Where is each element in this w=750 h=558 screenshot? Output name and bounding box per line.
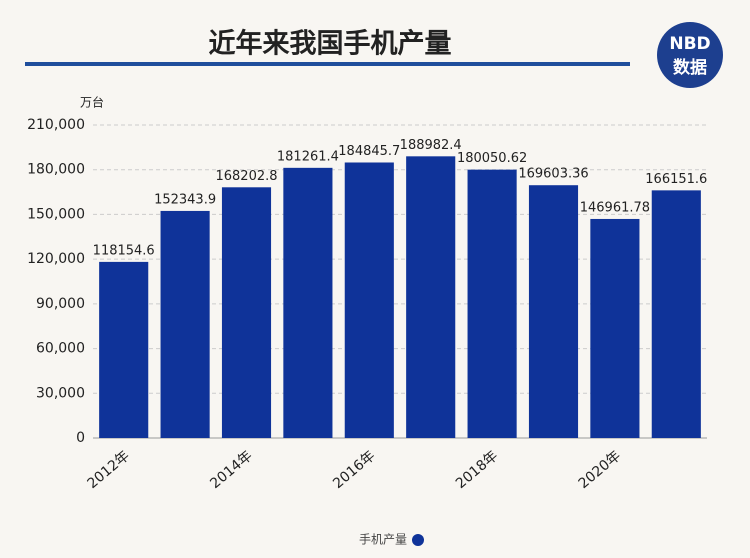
bar	[528, 185, 579, 438]
data-label: 118154.6	[93, 243, 155, 258]
y-tick-label: 0	[76, 430, 85, 446]
data-label: 146961.78	[580, 200, 650, 215]
bar	[160, 210, 210, 438]
bar	[590, 218, 640, 438]
data-label: 169603.36	[518, 167, 588, 182]
data-label: 184845.7	[338, 144, 400, 159]
bar	[99, 261, 149, 438]
y-tick-label: 180,000	[27, 162, 85, 178]
logo-top: NBD	[669, 34, 710, 54]
data-label: 152343.9	[154, 192, 216, 207]
logo-bottom: 数据	[673, 57, 707, 78]
data-label: 188982.4	[400, 138, 462, 153]
data-label: 166151.6	[645, 172, 707, 187]
bar	[283, 167, 333, 438]
bar	[651, 190, 701, 438]
logo-circle	[657, 22, 723, 88]
data-label: 180050.62	[457, 151, 527, 166]
chart-title: 近年来我国手机产量	[209, 28, 452, 60]
y-tick-label: 90,000	[36, 296, 85, 312]
y-tick-label: 150,000	[27, 206, 85, 222]
legend-marker	[412, 534, 424, 546]
title-underline	[25, 62, 630, 66]
data-label: 168202.8	[215, 169, 277, 184]
y-axis-label: 万台	[80, 95, 104, 110]
y-tick-label: 210,000	[27, 117, 85, 133]
y-tick-label: 30,000	[36, 385, 85, 401]
bar	[467, 169, 517, 438]
bar	[406, 156, 456, 438]
y-tick-label: 60,000	[36, 341, 85, 357]
bar	[344, 162, 394, 438]
data-label: 181261.4	[277, 149, 339, 164]
bar	[221, 187, 272, 438]
legend-label: 手机产量	[359, 533, 407, 547]
y-tick-label: 120,000	[27, 251, 85, 267]
